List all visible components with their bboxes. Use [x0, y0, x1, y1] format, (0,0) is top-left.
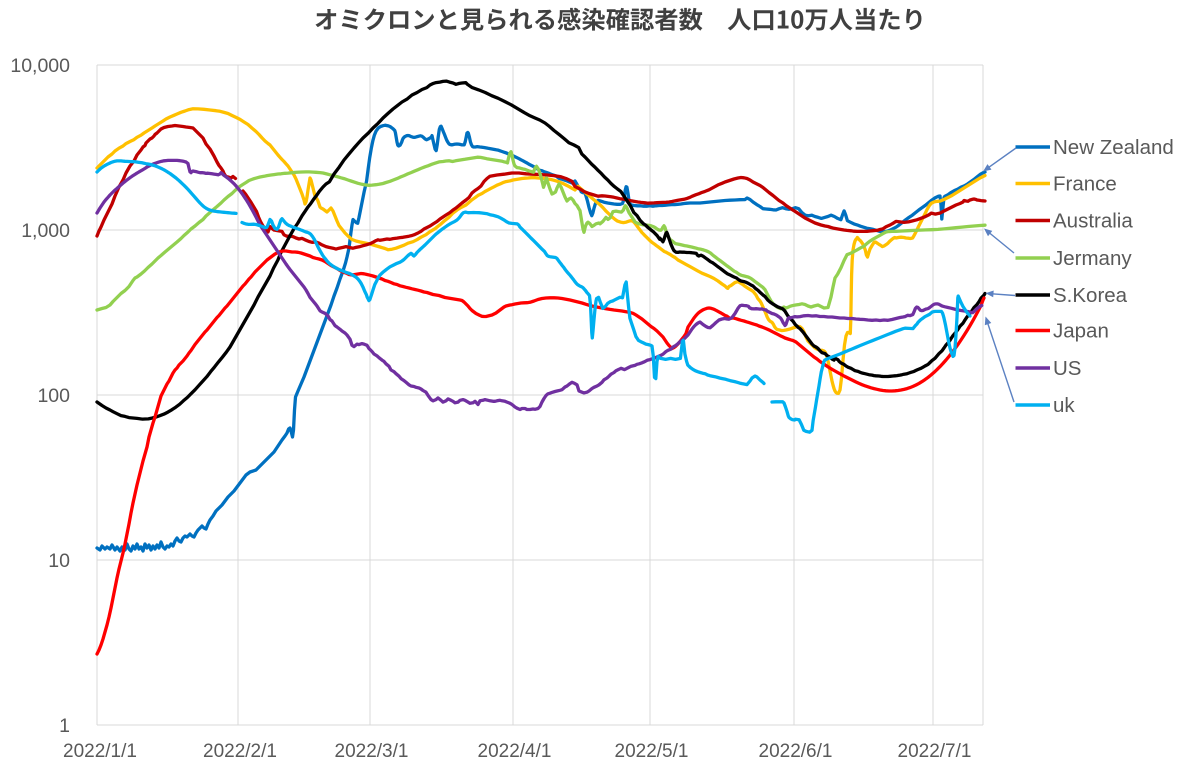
svg-text:2022/6/1: 2022/6/1 — [759, 741, 833, 762]
svg-text:Japan: Japan — [1053, 320, 1109, 343]
svg-text:10: 10 — [48, 550, 70, 572]
svg-text:US: US — [1053, 357, 1081, 380]
svg-text:New Zealand: New Zealand — [1053, 136, 1174, 159]
svg-text:2022/1/1: 2022/1/1 — [63, 741, 137, 762]
svg-text:2022/5/1: 2022/5/1 — [615, 741, 689, 762]
svg-text:2022/2/1: 2022/2/1 — [203, 741, 277, 762]
svg-text:10,000: 10,000 — [10, 55, 70, 77]
svg-text:Jermany: Jermany — [1053, 247, 1132, 270]
svg-text:uk: uk — [1053, 394, 1075, 417]
svg-text:S.Korea: S.Korea — [1053, 284, 1128, 307]
svg-text:1: 1 — [59, 715, 70, 737]
svg-text:2022/3/1: 2022/3/1 — [335, 741, 409, 762]
svg-text:100: 100 — [37, 385, 70, 407]
svg-text:2022/4/1: 2022/4/1 — [478, 741, 552, 762]
svg-text:France: France — [1053, 173, 1117, 196]
svg-text:2022/7/1: 2022/7/1 — [898, 741, 972, 762]
svg-text:Australia: Australia — [1053, 210, 1133, 233]
svg-text:1,000: 1,000 — [21, 220, 70, 242]
